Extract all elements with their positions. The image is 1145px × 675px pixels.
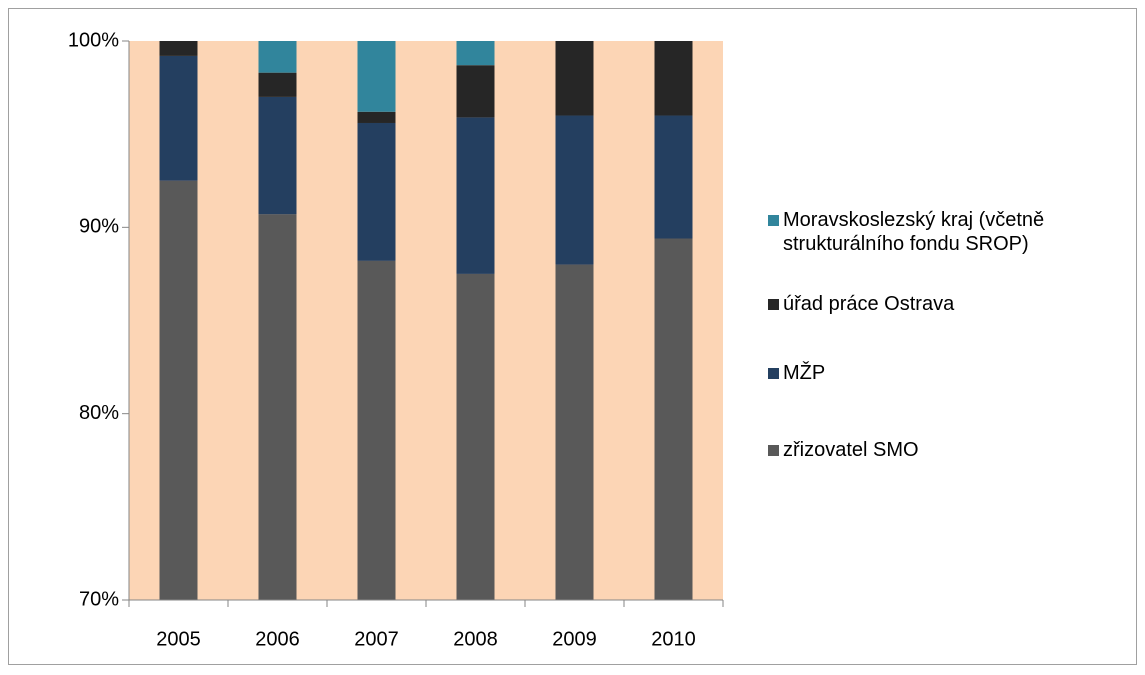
y-tick-label: 80% [79,402,119,424]
x-tick-label: 2006 [255,628,300,650]
bar-segment [456,117,495,274]
y-tick-label: 70% [79,588,119,610]
legend-entry: úřad práce Ostrava [768,292,1128,316]
bar-segment [357,111,396,123]
bar-segment [654,41,693,116]
legend-swatch [768,215,779,226]
bar-segment [357,260,396,600]
x-tick-label: 2009 [552,628,597,650]
bar-segment [555,41,594,116]
bar-segment [159,55,198,181]
bar-segment [654,238,693,600]
bar-segment [456,41,495,66]
legend-label: zřizovatel SMO [783,439,919,461]
bar-segment [258,72,297,97]
bar-segment [456,273,495,600]
bar-segment [654,115,693,239]
legend-label: úřad práce Ostrava [783,293,955,315]
bar-segment [555,264,594,600]
legend-label: Moravskoslezský kraj (včetně strukturáln… [783,209,1045,255]
plot-background [129,41,723,600]
legend-swatch [768,445,779,456]
bar-segment [555,115,594,265]
x-tick-label: 2007 [354,628,399,650]
x-tick-label: 2010 [651,628,696,650]
bar-segment [258,41,297,73]
bar-segment [258,214,297,601]
legend-entry: zřizovatel SMO [768,438,1128,462]
bar-segment [357,122,396,261]
legend-entry: MŽP [768,361,1128,385]
legend-swatch [768,368,779,379]
legend-swatch [768,299,779,310]
bar-segment [159,180,198,600]
bar-segment [456,65,495,118]
bar-segment [159,41,198,56]
y-tick-label: 100% [68,29,119,51]
x-tick-label: 2008 [453,628,498,650]
y-tick-label: 90% [79,216,119,238]
x-tick-label: 2005 [156,628,201,650]
legend-label: MŽP [783,362,826,384]
bar-segment [258,96,297,215]
bar-segment [357,41,396,112]
chart-border [8,8,1137,665]
legend-entry: Moravskoslezský kraj (včetně strukturáln… [768,208,1128,256]
